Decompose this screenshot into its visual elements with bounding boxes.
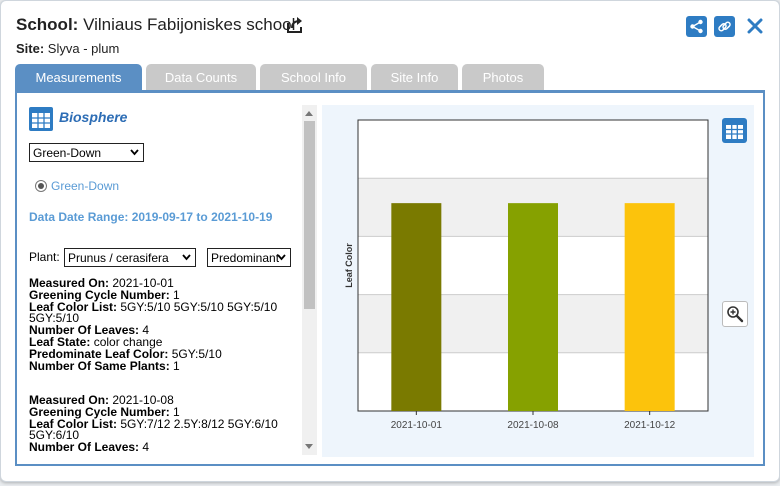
field-value: 2021-10-08	[112, 393, 174, 407]
field-value: 1	[173, 404, 180, 419]
field-value: 4	[142, 323, 150, 338]
field-value: 5GY:7/12 2.5Y:8/12 5GY:6/10	[120, 416, 278, 431]
chevron-down-icon	[130, 149, 139, 156]
protocol-select-value: Green-Down	[33, 145, 102, 160]
site-label: Site:	[16, 41, 45, 56]
field-label: Number Of Leaves:	[29, 323, 140, 338]
field-value: 4	[142, 440, 150, 455]
date-range: Data Date Range: 2019-09-17 to 2021-10-1…	[29, 210, 273, 224]
field-value: color change	[93, 334, 163, 349]
measurements-panel: Biosphere Green-Down Green-Down Data Dat…	[15, 90, 765, 466]
field-label: Leaf State:	[29, 334, 91, 349]
leaf-type-select-value: Predominant	[211, 250, 280, 265]
scrollbar[interactable]	[302, 105, 317, 455]
field-label: Number Of Leaves:	[29, 440, 140, 455]
radio-label: Green-Down	[51, 179, 120, 193]
plot-band	[358, 120, 708, 179]
tab-data-counts[interactable]: Data Counts	[146, 64, 256, 91]
field-label: Leaf Color List:	[29, 299, 118, 314]
x-tick-label: 2021-10-12	[624, 420, 676, 431]
section-title: Biosphere	[59, 109, 128, 125]
zoom-in-icon	[727, 306, 744, 323]
tab-site-info[interactable]: Site Info	[371, 64, 458, 91]
plant-select-value: Prunus / cerasifera	[68, 250, 169, 265]
share-icon	[690, 19, 703, 34]
school-label: School:	[16, 15, 79, 34]
protocol-select[interactable]: Green-Down	[29, 143, 144, 162]
site-name: Slyva - plum	[47, 41, 120, 56]
field-label: Measured On:	[29, 276, 110, 290]
protocol-radio[interactable]: Green-Down	[35, 179, 119, 193]
field-value: 5GY:5/10 5GY:5/10 5GY:5/10	[120, 299, 278, 314]
bar	[391, 203, 442, 411]
field-value: 5GY:6/10	[29, 428, 80, 443]
y-axis-label: Leaf Color	[344, 243, 354, 288]
chevron-down-icon	[277, 254, 286, 261]
field-label: Greening Cycle Number:	[29, 404, 170, 419]
field-label: Measured On:	[29, 393, 110, 407]
plant-select[interactable]: Prunus / cerasifera	[64, 248, 196, 267]
tab-photos[interactable]: Photos	[462, 64, 544, 91]
radio-button[interactable]	[35, 180, 47, 192]
bar-chart: 2021-10-01 2021-10-08 2021-10-12 Leaf Color	[344, 119, 709, 431]
field-label: Greening Cycle Number:	[29, 287, 170, 302]
table-view-icon[interactable]	[722, 118, 747, 143]
chart-area: 2021-10-01 2021-10-08 2021-10-12 Leaf Color	[322, 105, 754, 457]
measurement-details: Biosphere Green-Down Green-Down Data Dat…	[17, 93, 317, 463]
field-value: 5GY:5/10	[29, 311, 80, 326]
chevron-down-icon	[182, 254, 191, 261]
zoom-button[interactable]	[722, 301, 748, 327]
site-title: Site: Slyva - plum	[16, 41, 119, 56]
measurement-record: Measured On: 2021-10-01 Greening Cycle N…	[29, 276, 305, 373]
field-label: Predominate Leaf Color:	[29, 346, 169, 361]
x-tick-label: 2021-10-08	[507, 420, 559, 431]
field-value: 2021-10-01	[112, 276, 174, 290]
tab-school-info[interactable]: School Info	[260, 64, 367, 91]
field-value: 1	[173, 358, 180, 373]
field-value: 1	[173, 287, 180, 302]
bar	[624, 203, 675, 411]
close-icon[interactable]	[745, 16, 765, 36]
table-icon	[29, 107, 53, 131]
link-button[interactable]	[714, 16, 735, 37]
school-title: School: Vilniaus Fabijoniskes school	[16, 15, 295, 35]
field-label: Leaf Color List:	[29, 416, 118, 431]
plant-label: Plant:	[29, 250, 60, 264]
x-tick-label: 2021-10-01	[391, 420, 443, 431]
field-value: 5GY:5/10	[171, 346, 222, 361]
measurement-record: Measured On: 2021-10-08 Greening Cycle N…	[29, 393, 305, 455]
bar	[508, 203, 558, 411]
tab-measurements[interactable]: Measurements	[15, 64, 142, 91]
scroll-down-arrow[interactable]	[305, 444, 313, 449]
link-icon	[718, 21, 731, 32]
external-share-icon[interactable]	[285, 15, 305, 35]
share-button[interactable]	[686, 16, 707, 37]
school-name: Vilniaus Fabijoniskes school	[83, 15, 296, 34]
scroll-thumb[interactable]	[304, 121, 315, 309]
tab-bar: Measurements Data Counts School Info Sit…	[15, 64, 544, 91]
scroll-up-arrow[interactable]	[305, 111, 313, 116]
field-label: Number Of Same Plants:	[29, 358, 170, 373]
leaf-type-select[interactable]: Predominant	[207, 248, 291, 267]
